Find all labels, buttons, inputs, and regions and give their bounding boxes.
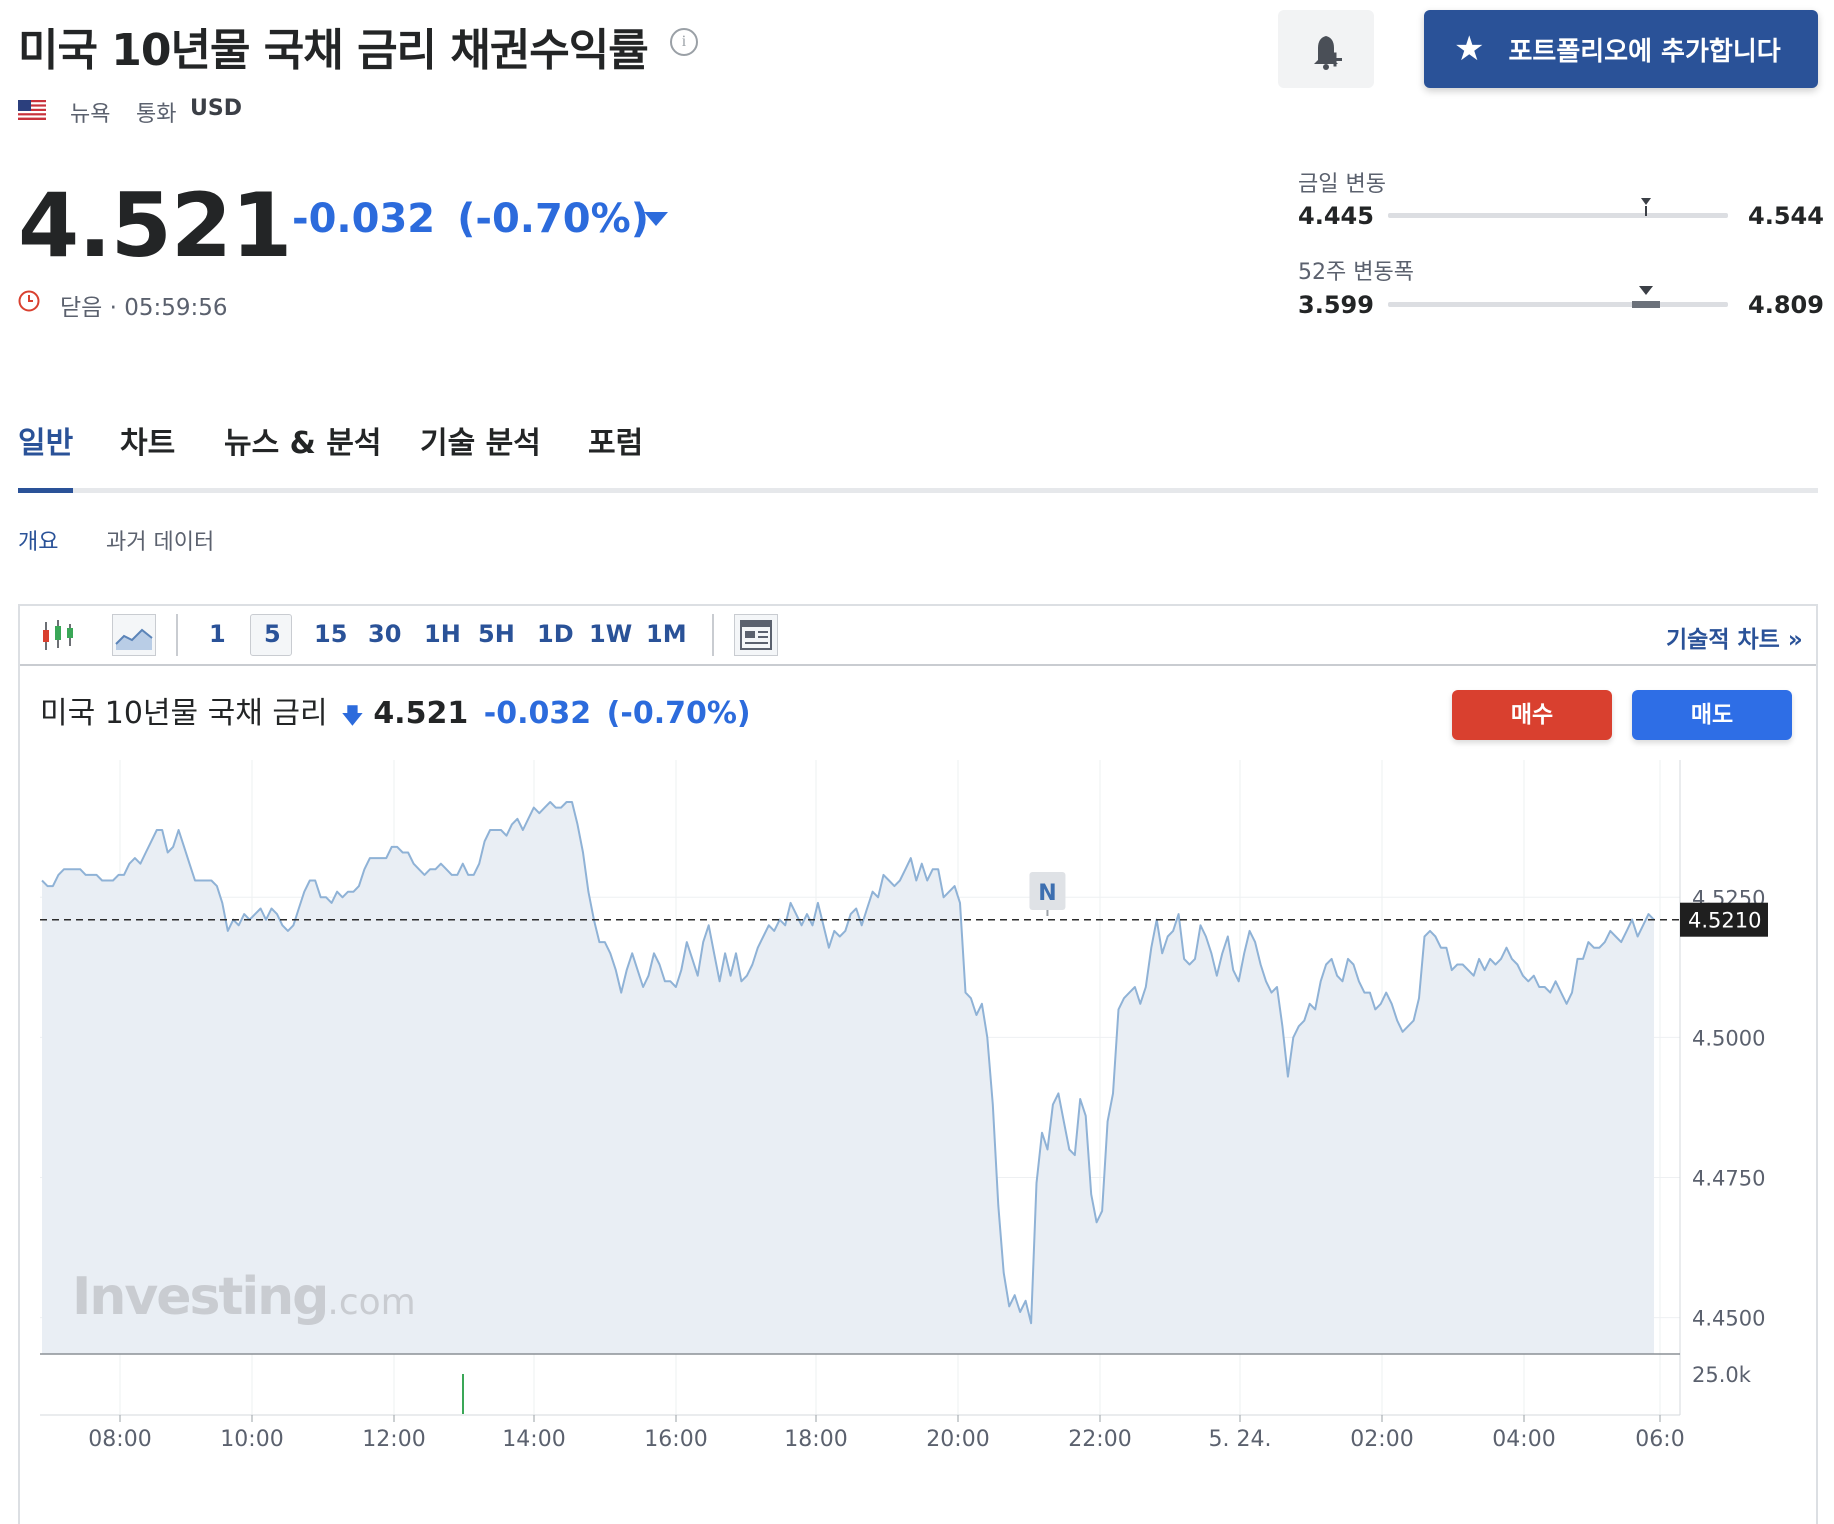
x-tick-label: 02:00 [1350, 1427, 1413, 1452]
day-range-label: 금일 변동 [1298, 172, 1386, 197]
tab-divider [18, 488, 1818, 493]
chart-widget [18, 604, 1818, 1524]
current-price-label: 4.5210 [1688, 909, 1761, 933]
day-range-low: 4.445 [1298, 202, 1374, 230]
chart-change-percent: (-0.70%) [606, 696, 751, 731]
price-line [41, 801, 1655, 1325]
tab-chart[interactable]: 차트 [120, 426, 176, 461]
day-range-marker [1641, 198, 1652, 216]
interval-5[interactable]: 5 [264, 620, 281, 648]
subtab-overview[interactable]: 개요 [18, 530, 59, 555]
clock-icon [18, 290, 40, 312]
x-tick-label: 06:0 [1635, 1427, 1684, 1452]
x-tick-label: 20:00 [926, 1427, 989, 1452]
add-to-portfolio-button[interactable]: ★ 포트폴리오에 추가합니다 [1424, 10, 1818, 88]
star-icon: ★ [1454, 29, 1485, 69]
currency-label: 통화 [136, 102, 177, 127]
y-tick-label: 4.4500 [1692, 1307, 1765, 1331]
week52-range-marker [1639, 286, 1654, 295]
sell-button[interactable]: 매도 [1632, 690, 1792, 740]
tab-active-indicator [18, 488, 73, 493]
down-arrow-icon [644, 212, 668, 226]
week52-range-high: 4.809 [1748, 291, 1824, 319]
price-area-fill [42, 802, 1654, 1354]
toolbar-divider [20, 664, 1816, 666]
interval-1w[interactable]: 1W [589, 620, 633, 648]
price-chart[interactable]: NInvesting.com4.52504.50004.47504.45004.… [20, 750, 1816, 1506]
market-status: 닫음 · 05:59:56 [60, 295, 228, 321]
toolbar-separator [712, 614, 714, 656]
price-change: -0.032 (-0.70%) [292, 196, 649, 242]
chart-instrument-name: 미국 10년물 국채 금리 [40, 696, 328, 731]
week52-range-low: 3.599 [1298, 291, 1374, 319]
interval-1m[interactable]: 1M [646, 620, 687, 648]
x-tick-label: 10:00 [220, 1427, 283, 1452]
candlestick-icon[interactable] [40, 618, 76, 654]
add-to-portfolio-label: 포트폴리오에 추가합니다 [1508, 36, 1781, 67]
subtab-historical-data[interactable]: 과거 데이터 [106, 530, 215, 555]
technical-chart-link[interactable]: 기술적 차트 » [1666, 627, 1803, 653]
chart-title: 미국 10년물 국채 금리 🡇 4.521 -0.032 (-0.70%) [40, 688, 751, 737]
tab-overview[interactable]: 일반 [18, 426, 74, 461]
exchange-name: 뉴욕 [70, 102, 111, 127]
bell-plus-icon [1314, 36, 1342, 70]
currency-value: USD [190, 96, 242, 121]
interval-5h[interactable]: 5H [478, 620, 515, 648]
day-range-bar [1388, 213, 1728, 218]
interval-1d[interactable]: 1D [537, 620, 574, 648]
interval-30[interactable]: 30 [368, 620, 402, 648]
interval-1[interactable]: 1 [209, 620, 226, 648]
tab-forum[interactable]: 포럼 [588, 426, 644, 461]
add-alert-button[interactable] [1278, 10, 1374, 88]
x-tick-label: 08:00 [88, 1427, 151, 1452]
tab-technical[interactable]: 기술 분석 [420, 426, 541, 461]
current-price-label-bg [1680, 902, 1768, 937]
interval-1h[interactable]: 1H [424, 620, 461, 648]
news-marker-label: N [1038, 881, 1056, 906]
x-tick-label: 18:00 [784, 1427, 847, 1452]
info-icon[interactable]: i [670, 28, 698, 56]
x-tick-label: 04:00 [1492, 1427, 1555, 1452]
page-title: 미국 10년물 국채 금리 채권수익률 [18, 25, 649, 76]
change-value: -0.032 [292, 196, 436, 242]
area-chart-icon[interactable] [112, 614, 156, 656]
news-marker-box [1029, 872, 1066, 910]
change-percent: (-0.70%) [457, 196, 649, 242]
chart-change: -0.032 [483, 696, 592, 731]
volume-tick-label: 25.0k [1692, 1363, 1752, 1387]
chart-price: 4.521 [373, 696, 469, 731]
tab-news-analysis[interactable]: 뉴스 & 분석 [224, 426, 382, 461]
x-tick-label: 16:00 [644, 1427, 707, 1452]
selected-interval-box [250, 614, 292, 656]
last-price: 4.521 [18, 174, 292, 277]
x-tick-label: 12:00 [362, 1427, 425, 1452]
us-flag-icon [18, 100, 46, 120]
x-tick-label: 5. 24. [1209, 1427, 1272, 1452]
buy-button[interactable]: 매수 [1452, 690, 1612, 740]
layout-icon[interactable] [734, 614, 778, 656]
week52-range-fill [1632, 301, 1661, 308]
chart-down-arrow-icon: 🡇 [341, 704, 364, 729]
interval-15[interactable]: 15 [314, 620, 348, 648]
week52-range-bar [1388, 302, 1728, 307]
week52-range-label: 52주 변동폭 [1298, 260, 1414, 285]
y-tick-label: 4.5000 [1692, 1026, 1765, 1050]
news-marker: N [1029, 872, 1066, 916]
x-tick-label: 22:00 [1068, 1427, 1131, 1452]
y-tick-label: 4.4750 [1692, 1166, 1765, 1190]
toolbar-separator [176, 614, 178, 656]
day-range-high: 4.544 [1748, 202, 1824, 230]
x-tick-label: 14:00 [502, 1427, 565, 1452]
